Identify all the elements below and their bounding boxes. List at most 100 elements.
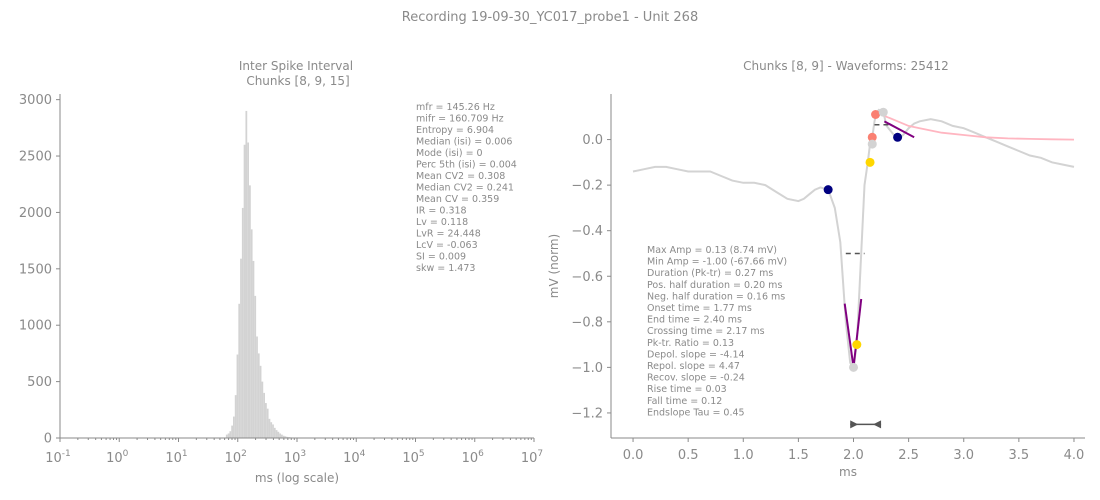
isi-bar [238,303,241,438]
isi-y-tick-label: 500 [27,375,52,390]
waveform-x-tick-label: 1.0 [733,448,754,463]
isi-bar [265,403,267,438]
navy-marker [893,132,903,142]
waveform-stats-box: Max Amp = 0.13 (8.74 mV)Min Amp = -1.00 … [647,245,787,418]
isi-stat-line: Mode (isi) = 0 [416,148,483,159]
isi-y-tick-label: 3000 [19,93,52,108]
isi-bar [261,381,264,438]
waveform-y-tick-label: −1.2 [571,406,603,421]
endslope-fit-line [878,111,1075,141]
isi-stat-line: SI = 0.009 [416,252,466,263]
waveform-y-label: mV (norm) [547,234,561,298]
waveform-plot [632,107,1075,429]
isi-bar [259,365,262,438]
isi-bar [270,422,273,438]
waveform-x-tick-label: 2.0 [843,448,864,463]
isi-bar [279,433,282,438]
isi-bar [231,425,234,438]
waveform-y-tick-label: −1.0 [571,361,603,376]
isi-stat-line: Lv = 0.118 [416,217,468,228]
isi-y-tick-label: 1000 [19,319,52,334]
waveform-stat-line: Depol. slope = -4.14 [647,349,745,360]
isi-stat-line: mfr = 145.26 Hz [416,102,495,113]
isi-bar [229,431,232,438]
isi-bar [227,433,230,438]
waveform-x-tick-label: 4.0 [1064,448,1085,463]
waveform-stat-line: Min Amp = -1.00 (-67.66 mV) [647,257,787,268]
gold-marker [865,157,875,167]
isi-bar [275,430,278,438]
isi-y-tick-label: 2500 [19,150,52,165]
isi-x-tick-label: 102 [225,449,247,466]
waveform-y-tick-label: −0.8 [571,315,603,330]
isi-x-tick-label: 105 [402,449,424,466]
waveform-x-tick-label: 0.0 [623,448,644,463]
isi-bar [236,354,239,438]
waveform-x-tick-label: 2.5 [898,448,919,463]
isi-bar [234,395,237,438]
waveform-stat-line: Recov. slope = -0.24 [647,373,745,384]
waveform-stat-line: Repol. slope = 4.47 [647,361,740,372]
isi-bar [266,408,269,438]
waveform-stat-line: Onset time = 1.77 ms [647,303,752,314]
isi-x-tick-label: 103 [284,449,306,466]
isi-x-ticks: 10-1 100 101 102 103 104 105 106 107 [45,438,543,466]
isi-bar [254,295,257,438]
waveform-y-tick-label: 0.0 [582,133,603,148]
figure-title: Recording 19-09-30_YC017_probe1 - Unit 2… [402,10,698,25]
isi-histogram [225,110,294,439]
waveform-panel: Chunks [8, 9] - Waveforms: 25412 0.0 −0.2… [547,59,1085,479]
isi-bar [247,142,250,439]
slope-line [852,298,863,368]
isi-bar [249,185,251,438]
isi-stat-line: IR = 0.318 [416,206,467,217]
waveform-stat-line: Pos. half duration = 0.20 ms [647,280,782,291]
isi-bar [282,435,285,438]
isi-bar [225,434,228,438]
isi-stat-line: Entropy = 6.904 [416,125,494,136]
isi-bar [233,416,235,438]
isi-x-tick-label: 101 [165,449,187,466]
isi-title: Inter Spike Interval [239,59,353,73]
isi-stat-line: skw = 1.473 [416,263,475,274]
waveform-title: Chunks [8, 9] - Waveforms: 25412 [743,59,949,73]
isi-x-tick-label: 100 [106,449,129,466]
isi-stat-line: Median CV2 = 0.241 [416,183,514,194]
waveform-stat-line: Fall time = 0.12 [647,396,722,407]
waveform-y-ticks: 0.0 −0.2 −0.4 −0.6 −0.8 −1.0 −1.2 [571,133,611,421]
navy-marker [823,185,833,195]
isi-bar [245,110,248,438]
duration-bracket-right-arrow [873,420,882,429]
waveform-x-tick-label: 1.5 [788,448,809,463]
isi-bar [277,431,280,438]
isi-stat-line: LvR = 24.448 [416,229,481,240]
isi-bar [241,207,244,438]
waveform-stat-line: Pk-tr. Ratio = 0.13 [647,338,734,349]
salmon-marker [871,110,881,120]
isi-bar [272,424,274,438]
isi-stat-line: mifr = 160.709 Hz [416,114,504,125]
waveform-stat-line: Neg. half duration = 0.16 ms [647,291,785,302]
waveform-x-tick-label: 3.0 [953,448,974,463]
waveform-line [632,108,1075,370]
isi-bar [281,434,283,438]
isi-stat-line: Median (isi) = 0.006 [416,137,512,148]
isi-subtitle: Chunks [8, 9, 15] [246,74,349,88]
isi-bar [256,336,258,438]
salmon-marker [867,132,877,142]
isi-y-tick-label: 0 [44,432,52,447]
isi-bar [263,392,266,438]
isi-stat-line: LcV = -0.063 [416,240,478,251]
slope-line [883,120,915,139]
gold-marker [852,340,862,350]
waveform-y-tick-label: −0.2 [571,179,603,194]
isi-stat-line: Perc 5th (isi) = 0.004 [416,160,517,171]
waveform-stat-line: Rise time = 0.03 [647,384,727,395]
waveform-stat-line: Crossing time = 2.17 ms [647,326,765,337]
isi-panel: Inter Spike Interval Chunks [8, 9, 15] 0… [19,59,543,485]
waveform-y-tick-label: −0.4 [571,224,603,239]
waveform-x-ticks: 0.0 0.5 1.0 1.5 2.0 2.5 3.0 3.5 4.0 [623,438,1085,463]
isi-x-tick-label: 10-1 [45,449,71,466]
isi-x-tick-label: 106 [462,449,485,466]
